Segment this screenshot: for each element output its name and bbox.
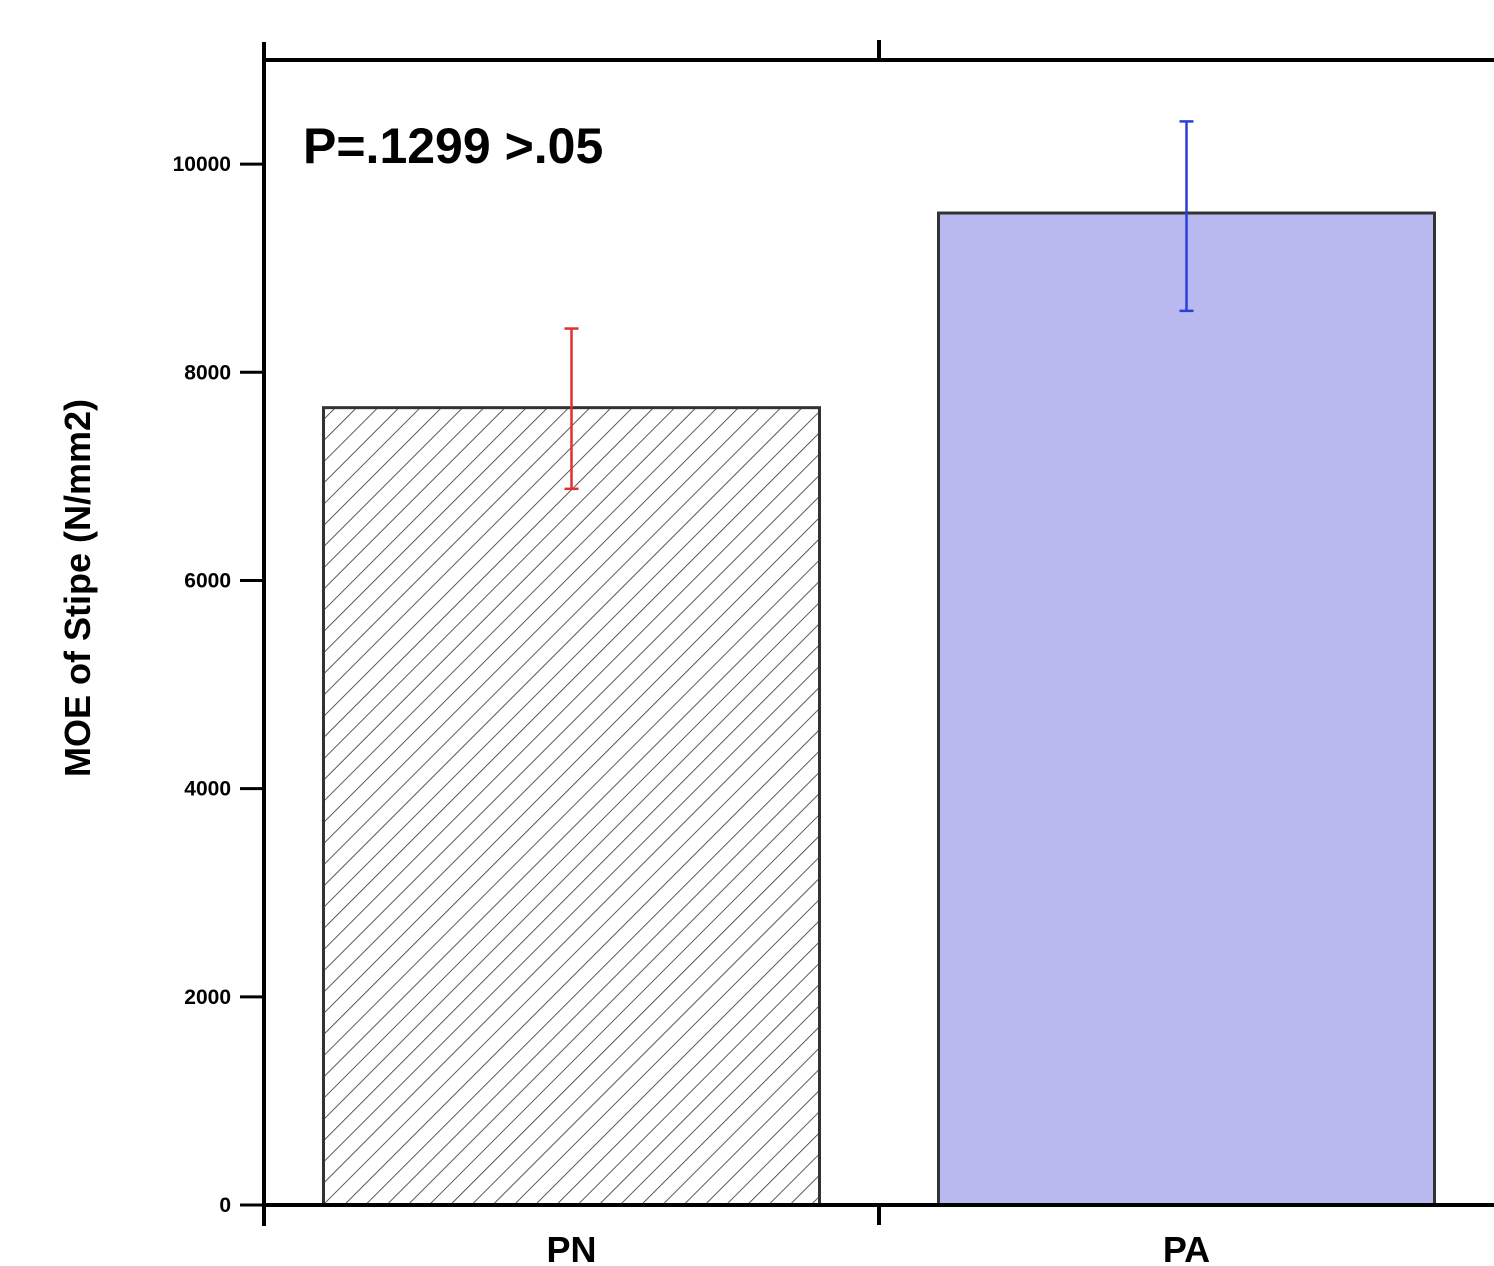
axes-layer xyxy=(240,40,1494,1226)
bar-pn xyxy=(322,406,821,1207)
error-bar-pa xyxy=(1179,120,1194,313)
bars-layer xyxy=(322,211,1436,1207)
error-bar-pn xyxy=(564,327,579,491)
labels-layer: PN PA 0 2000 4000 6000 8000 10000 xyxy=(173,153,1211,1266)
y-axis-title: MOE of Stipe (N/mm2) xyxy=(57,399,98,777)
y-tick-label-2000: 2000 xyxy=(184,986,231,1009)
y-tick-label-4000: 4000 xyxy=(184,778,231,801)
y-tick-label-0: 0 xyxy=(219,1194,231,1217)
x-tick-label-pn: PN xyxy=(546,1229,596,1266)
x-tick-label-pa: PA xyxy=(1163,1229,1210,1266)
error-bars-layer xyxy=(564,120,1194,491)
y-tick-label-8000: 8000 xyxy=(184,361,231,384)
y-tick-label-10000: 10000 xyxy=(173,153,231,176)
y-tick-label-6000: 6000 xyxy=(184,569,231,592)
bar-pa xyxy=(937,211,1436,1207)
p-value-annotation: P=.1299 >.05 xyxy=(303,118,603,174)
